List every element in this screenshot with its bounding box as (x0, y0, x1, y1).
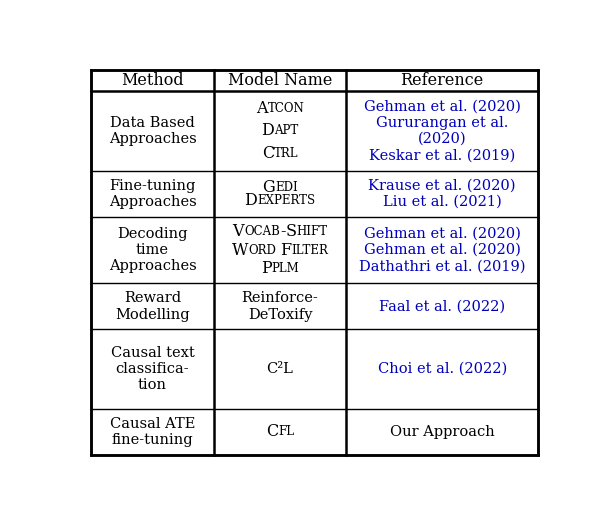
Text: V: V (233, 223, 244, 240)
Text: -: - (280, 223, 286, 240)
Text: Method: Method (121, 72, 184, 89)
Text: Model Name: Model Name (228, 72, 332, 89)
Text: Causal ATE
fine-tuning: Causal ATE fine-tuning (110, 417, 195, 447)
Text: D: D (262, 123, 274, 139)
Text: Gehman et al. (2020)
Gehman et al. (2020)
Dathathri et al. (2019): Gehman et al. (2020) Gehman et al. (2020… (359, 227, 526, 274)
Text: TRL: TRL (274, 147, 298, 160)
Text: Krause et al. (2020)
Liu et al. (2021): Krause et al. (2020) Liu et al. (2021) (368, 178, 516, 209)
Text: APT: APT (274, 124, 298, 137)
Text: Causal text
classifica-
tion: Causal text classifica- tion (111, 346, 195, 393)
Text: Our Approach: Our Approach (390, 425, 494, 439)
Text: Data Based
Approaches: Data Based Approaches (109, 116, 196, 146)
Text: ILTER: ILTER (291, 243, 328, 256)
Text: OCAB: OCAB (244, 225, 280, 238)
Text: Gehman et al. (2020)
Gururangan et al.
(2020)
Keskar et al. (2019): Gehman et al. (2020) Gururangan et al. (… (363, 100, 521, 162)
Text: C²L: C²L (266, 362, 293, 376)
Text: Reinforce-
DeToxify: Reinforce- DeToxify (242, 291, 319, 321)
Text: ORD: ORD (249, 243, 276, 256)
Text: HIFT: HIFT (297, 225, 327, 238)
Text: G: G (262, 179, 275, 196)
Text: F: F (280, 242, 291, 258)
Text: Fine-tuning
Approaches: Fine-tuning Approaches (109, 178, 196, 209)
Text: PLM: PLM (271, 262, 299, 275)
Text: EDI: EDI (275, 181, 298, 194)
Text: Decoding
time
Approaches: Decoding time Approaches (109, 227, 196, 274)
Text: Reference: Reference (400, 72, 484, 89)
Text: W: W (232, 242, 249, 258)
Text: C: C (262, 145, 274, 162)
Text: TCON: TCON (267, 102, 304, 115)
Text: EXPERTS: EXPERTS (257, 193, 316, 206)
Text: P: P (261, 261, 271, 277)
Text: D: D (244, 191, 257, 209)
Text: Reward
Modelling: Reward Modelling (115, 291, 190, 321)
Text: Faal et al. (2022): Faal et al. (2022) (379, 300, 505, 314)
Text: FL: FL (278, 425, 294, 438)
Text: C: C (266, 423, 278, 440)
Text: S: S (286, 223, 297, 240)
Text: Choi et al. (2022): Choi et al. (2022) (378, 362, 507, 376)
Text: A: A (256, 100, 267, 118)
